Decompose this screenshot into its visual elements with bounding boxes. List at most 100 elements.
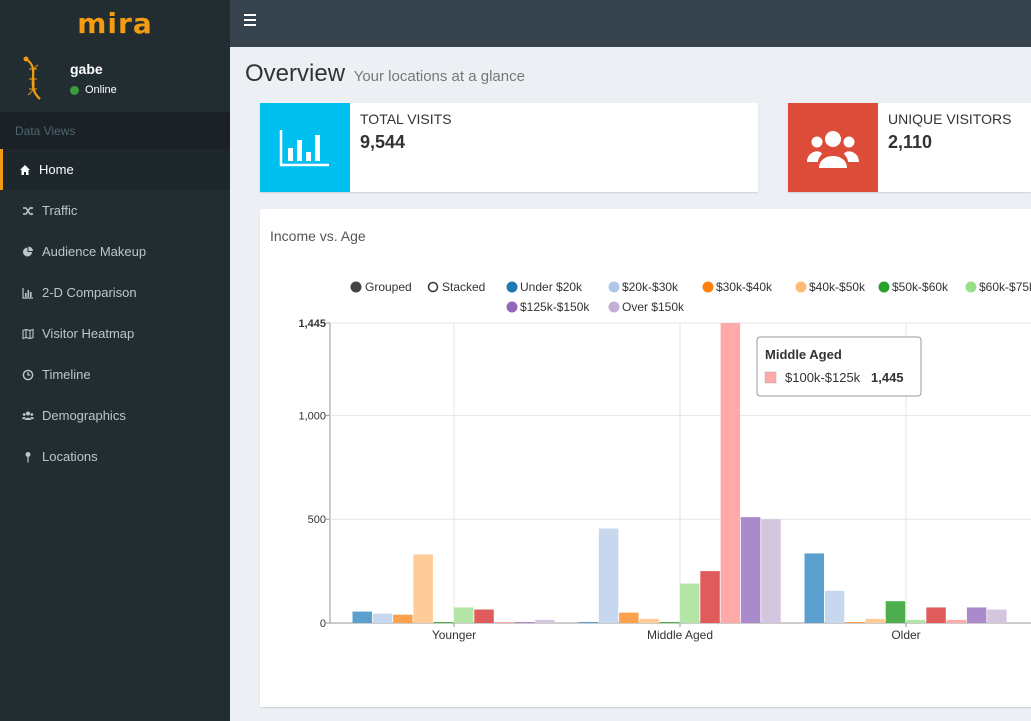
- bar[interactable]: [433, 621, 454, 623]
- x-tick-label: Middle Aged: [647, 628, 713, 642]
- legend-swatch[interactable]: [506, 301, 518, 313]
- sidebar-item-label: Locations: [42, 449, 98, 464]
- user-panel: gabe Online: [0, 47, 230, 112]
- legend-label: Over $150k: [622, 300, 685, 314]
- logo-bar[interactable]: mira: [0, 0, 230, 47]
- menu-header: Data Views: [0, 112, 230, 149]
- sidebar-item-home[interactable]: Home: [0, 149, 230, 190]
- sidebar-item-audience-makeup[interactable]: Audience Makeup: [0, 231, 230, 272]
- bar[interactable]: [885, 601, 906, 623]
- mode-label: Stacked: [442, 280, 485, 294]
- bar[interactable]: [740, 517, 761, 623]
- home-icon: [18, 163, 32, 177]
- bar[interactable]: [494, 621, 515, 623]
- bar[interactable]: [578, 621, 599, 623]
- menu-toggle-icon[interactable]: [244, 14, 256, 26]
- bar[interactable]: [535, 619, 555, 623]
- tooltip-title: Middle Aged: [765, 347, 842, 362]
- tooltip-swatch: [764, 371, 777, 384]
- bar[interactable]: [845, 621, 865, 623]
- bar[interactable]: [824, 590, 845, 623]
- legend-label: $20k-$30k: [622, 280, 679, 294]
- bar[interactable]: [720, 323, 741, 623]
- bar[interactable]: [639, 618, 659, 623]
- sidebar-item-label: 2-D Comparison: [42, 285, 137, 300]
- bar[interactable]: [906, 619, 926, 623]
- stat-icon-container: [260, 103, 350, 192]
- sidebar-item-label: Home: [39, 162, 74, 177]
- sidebar-item-label: Demographics: [42, 408, 126, 423]
- legend-swatch[interactable]: [608, 301, 620, 313]
- dna-avatar-icon: [23, 56, 41, 100]
- legend-swatch[interactable]: [965, 281, 977, 293]
- sidebar-item-locations[interactable]: Locations: [0, 436, 230, 477]
- legend-swatch[interactable]: [878, 281, 890, 293]
- shuffle-icon: [21, 204, 35, 218]
- sidebar-item-timeline[interactable]: Timeline: [0, 354, 230, 395]
- online-status-icon: [70, 85, 79, 95]
- page-title: Overview Your locations at a glance: [245, 60, 525, 88]
- top-navbar: [230, 0, 1031, 47]
- bar[interactable]: [987, 609, 1007, 623]
- sidebar-item-label: Timeline: [42, 367, 91, 382]
- sidebar-item-2d-comparison[interactable]: 2-D Comparison: [0, 272, 230, 313]
- bar[interactable]: [659, 621, 680, 623]
- x-tick-label: Younger: [432, 628, 476, 642]
- total-visits-box: TOTAL VISITS 9,544: [260, 103, 758, 192]
- bar[interactable]: [372, 613, 393, 623]
- app-logo[interactable]: mira: [77, 7, 153, 40]
- bar-chart-icon: [279, 129, 329, 166]
- bar[interactable]: [680, 583, 700, 623]
- bar[interactable]: [474, 609, 494, 623]
- sidebar: mira gabe Online Data Views Home Traffic…: [0, 0, 230, 721]
- x-tick-label: Older: [891, 628, 920, 642]
- bar[interactable]: [352, 611, 373, 623]
- legend-label: $50k-$60k: [892, 280, 949, 294]
- bar[interactable]: [619, 612, 639, 623]
- legend-label: $30k-$40k: [716, 280, 773, 294]
- users-icon: [807, 130, 859, 168]
- legend-swatch[interactable]: [506, 281, 518, 293]
- y-tick-label: 500: [308, 514, 326, 526]
- bar[interactable]: [926, 607, 946, 623]
- bar[interactable]: [393, 614, 413, 623]
- mode-radio-selected[interactable]: [350, 281, 362, 293]
- legend-swatch[interactable]: [608, 281, 620, 293]
- bar[interactable]: [946, 619, 967, 623]
- chart-tooltip: [756, 336, 922, 397]
- bar[interactable]: [700, 571, 720, 623]
- sidebar-item-label: Traffic: [42, 203, 78, 218]
- mode-radio[interactable]: [427, 281, 439, 293]
- bar[interactable]: [454, 607, 474, 623]
- tooltip-value: 1,445: [871, 370, 904, 385]
- bar-chart-icon: [21, 286, 35, 300]
- sidebar-item-visitor-heatmap[interactable]: Visitor Heatmap: [0, 313, 230, 354]
- stat-icon-container: [788, 103, 878, 192]
- legend-label: Under $20k: [520, 280, 583, 294]
- stat-text: TOTAL VISITS 9,544: [350, 103, 462, 192]
- page-title-text: Overview: [245, 60, 346, 87]
- pie-chart-icon: [21, 245, 35, 259]
- stat-label: UNIQUE VISITORS: [888, 111, 1012, 127]
- stat-label: TOTAL VISITS: [360, 111, 452, 127]
- bar[interactable]: [865, 618, 885, 623]
- legend-label: $40k-$50k: [809, 280, 866, 294]
- bar[interactable]: [761, 519, 781, 623]
- legend-swatch[interactable]: [702, 281, 714, 293]
- user-name: gabe: [70, 61, 103, 77]
- bar[interactable]: [804, 553, 825, 623]
- y-tick-label: 0: [320, 618, 326, 630]
- bar[interactable]: [514, 621, 535, 623]
- legend-swatch[interactable]: [795, 281, 807, 293]
- bar[interactable]: [598, 528, 619, 623]
- income-vs-age-chart: Income vs. Age Grouped Stacked Under $20k $…: [260, 209, 1031, 707]
- bar[interactable]: [413, 554, 433, 623]
- chart-title: Income vs. Age: [270, 228, 366, 244]
- sidebar-item-traffic[interactable]: Traffic: [0, 190, 230, 231]
- unique-visitors-box: UNIQUE VISITORS 2,110: [788, 103, 1031, 192]
- tooltip-series-label: $100k-$125k: [785, 370, 861, 385]
- stat-text: UNIQUE VISITORS 2,110: [878, 103, 1021, 192]
- bar[interactable]: [966, 607, 987, 623]
- sidebar-item-demographics[interactable]: Demographics: [0, 395, 230, 436]
- sidebar-item-label: Visitor Heatmap: [42, 326, 135, 341]
